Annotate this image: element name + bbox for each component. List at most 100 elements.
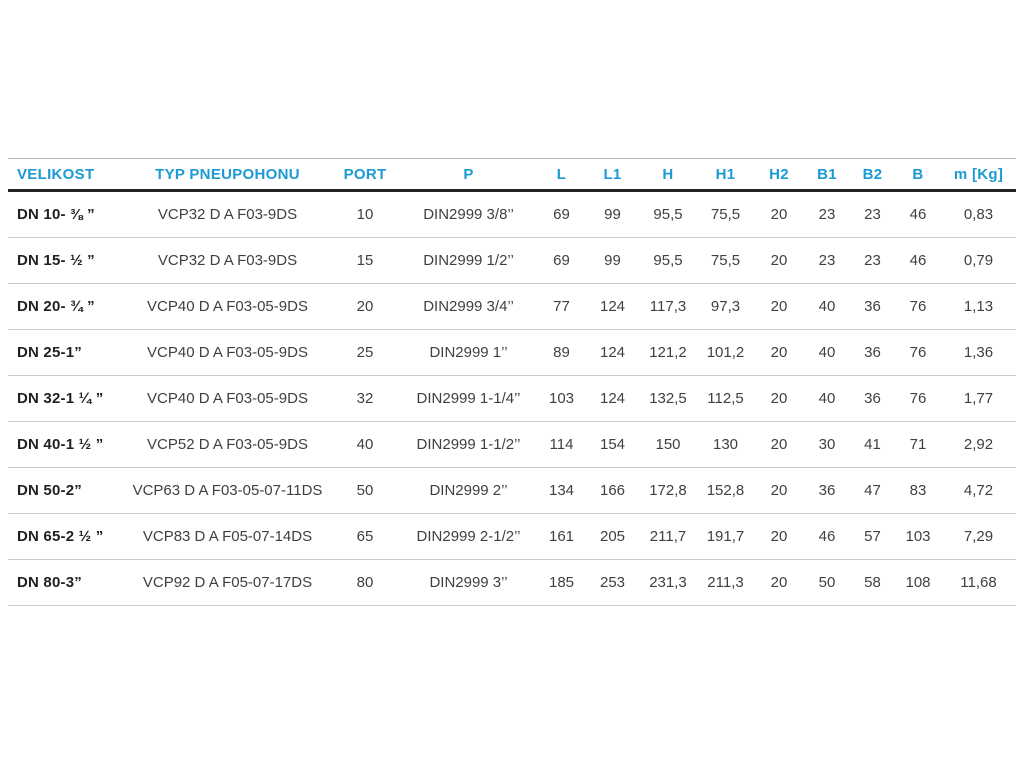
cell-velikost: DN 10- ⅜ ”	[8, 190, 125, 238]
cell-b2: 36	[850, 329, 895, 376]
cell-h: 117,3	[639, 283, 697, 330]
cell-b1: 40	[804, 283, 850, 330]
cell-b2: 58	[850, 559, 895, 606]
cell-b2: 47	[850, 467, 895, 514]
cell-b1: 23	[804, 237, 850, 284]
cell-h: 132,5	[639, 375, 697, 422]
cell-l: 114	[537, 421, 586, 468]
column-header-velikost: VELIKOST	[8, 158, 125, 192]
cell-b2: 57	[850, 513, 895, 560]
cell-port: 10	[330, 190, 400, 238]
cell-m: 1,36	[941, 329, 1016, 376]
cell-l: 69	[537, 190, 586, 238]
cell-h1: 112,5	[697, 375, 754, 422]
cell-port: 25	[330, 329, 400, 376]
cell-port: 65	[330, 513, 400, 560]
cell-p: DIN2999 2-1/2’’	[400, 513, 537, 560]
cell-velikost: DN 65-2 ½ ”	[8, 513, 125, 560]
table-row: DN 65-2 ½ ” VCP83 D A F05-07-14DS 65 DIN299…	[8, 513, 1016, 560]
table-row: DN 10- ⅜ ” VCP32 D A F03-9DS 10 DIN2999 3/8…	[8, 190, 1016, 238]
cell-h1: 97,3	[697, 283, 754, 330]
cell-b2: 41	[850, 421, 895, 468]
cell-b: 76	[895, 329, 941, 376]
table-row: DN 80-3” VCP92 D A F05-07-17DS 80 DIN2999 3…	[8, 559, 1016, 606]
cell-typ: VCP52 D A F03-05-9DS	[125, 421, 330, 468]
column-header-h2: H2	[754, 158, 804, 192]
cell-m: 11,68	[941, 559, 1016, 606]
cell-p: DIN2999 3/4’’	[400, 283, 537, 330]
cell-l: 185	[537, 559, 586, 606]
valve-dimensions-table: VELIKOST TYP PNEUPOHONU PORT P L L1 H H1 H2 B1 B2 B…	[8, 158, 1016, 606]
cell-l: 77	[537, 283, 586, 330]
cell-typ: VCP40 D A F03-05-9DS	[125, 283, 330, 330]
cell-l: 89	[537, 329, 586, 376]
cell-b1: 23	[804, 190, 850, 238]
cell-h1: 75,5	[697, 190, 754, 238]
cell-l: 103	[537, 375, 586, 422]
cell-m: 1,77	[941, 375, 1016, 422]
cell-h2: 20	[754, 375, 804, 422]
cell-p: DIN2999 1-1/2’’	[400, 421, 537, 468]
cell-p: DIN2999 3/8’’	[400, 190, 537, 238]
cell-b1: 36	[804, 467, 850, 514]
cell-b: 76	[895, 375, 941, 422]
cell-l1: 124	[586, 329, 639, 376]
cell-m: 1,13	[941, 283, 1016, 330]
cell-h1: 101,2	[697, 329, 754, 376]
cell-port: 32	[330, 375, 400, 422]
cell-m: 2,92	[941, 421, 1016, 468]
column-header-l: L	[537, 158, 586, 192]
cell-b: 76	[895, 283, 941, 330]
cell-b2: 36	[850, 283, 895, 330]
cell-velikost: DN 32-1 ¼ ”	[8, 375, 125, 422]
column-header-h: H	[639, 158, 697, 192]
cell-h: 121,2	[639, 329, 697, 376]
cell-b: 46	[895, 237, 941, 284]
cell-h1: 130	[697, 421, 754, 468]
cell-typ: VCP40 D A F03-05-9DS	[125, 329, 330, 376]
cell-typ: VCP92 D A F05-07-17DS	[125, 559, 330, 606]
cell-h1: 191,7	[697, 513, 754, 560]
cell-typ: VCP32 D A F03-9DS	[125, 237, 330, 284]
cell-p: DIN2999 3’’	[400, 559, 537, 606]
cell-m: 0,79	[941, 237, 1016, 284]
cell-velikost: DN 40-1 ½ ”	[8, 421, 125, 468]
table-row: DN 15- ½ ” VCP32 D A F03-9DS 15 DIN2999 1/2…	[8, 237, 1016, 284]
cell-m: 7,29	[941, 513, 1016, 560]
cell-h2: 20	[754, 329, 804, 376]
table-row: DN 50-2” VCP63 D A F03-05-07-11DS 50 DIN299…	[8, 467, 1016, 514]
cell-l1: 124	[586, 283, 639, 330]
cell-h: 150	[639, 421, 697, 468]
cell-p: DIN2999 1/2’’	[400, 237, 537, 284]
table-row: DN 25-1” VCP40 D A F03-05-9DS 25 DIN2999 1’…	[8, 329, 1016, 376]
cell-l1: 124	[586, 375, 639, 422]
cell-typ: VCP32 D A F03-9DS	[125, 190, 330, 238]
cell-typ: VCP63 D A F03-05-07-11DS	[125, 467, 330, 514]
cell-b2: 23	[850, 237, 895, 284]
cell-l1: 166	[586, 467, 639, 514]
cell-port: 80	[330, 559, 400, 606]
cell-b2: 23	[850, 190, 895, 238]
column-header-m: m [Kg]	[941, 158, 1016, 192]
cell-l: 134	[537, 467, 586, 514]
column-header-p: P	[400, 158, 537, 192]
valve-spec-table-section: VELIKOST TYP PNEUPOHONU PORT P L L1 H H1 H2 B1 B2 B…	[8, 158, 1016, 606]
cell-velikost: DN 50-2”	[8, 467, 125, 514]
cell-l1: 205	[586, 513, 639, 560]
cell-h: 231,3	[639, 559, 697, 606]
column-header-typ: TYP PNEUPOHONU	[125, 158, 330, 192]
cell-l: 69	[537, 237, 586, 284]
cell-l1: 99	[586, 237, 639, 284]
cell-p: DIN2999 1-1/4’’	[400, 375, 537, 422]
cell-b: 108	[895, 559, 941, 606]
cell-velikost: DN 80-3”	[8, 559, 125, 606]
cell-port: 15	[330, 237, 400, 284]
table-header-row: VELIKOST TYP PNEUPOHONU PORT P L L1 H H1 H2 B1 B2 B…	[8, 158, 1016, 192]
cell-p: DIN2999 1’’	[400, 329, 537, 376]
cell-l: 161	[537, 513, 586, 560]
cell-h2: 20	[754, 559, 804, 606]
cell-h2: 20	[754, 513, 804, 560]
column-header-port: PORT	[330, 158, 400, 192]
cell-b1: 40	[804, 329, 850, 376]
cell-port: 50	[330, 467, 400, 514]
